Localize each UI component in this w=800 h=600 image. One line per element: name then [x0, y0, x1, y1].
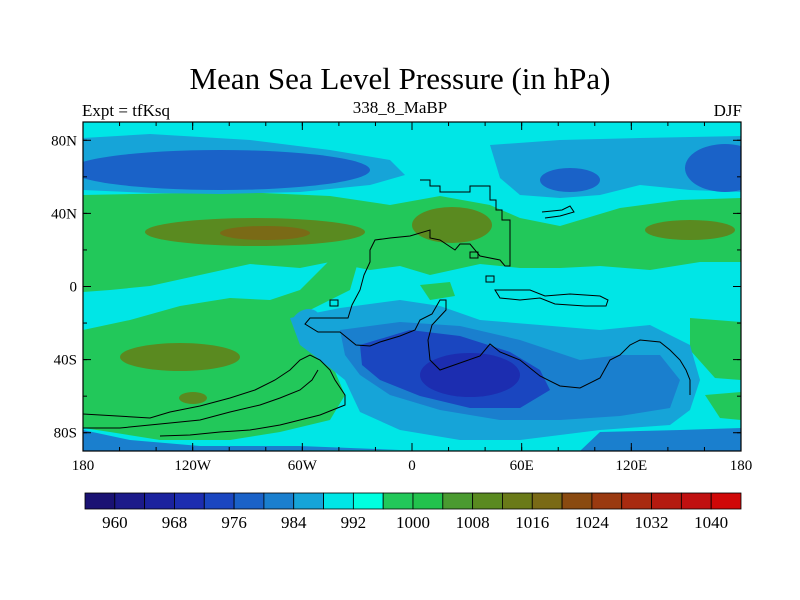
field-sh-high — [120, 343, 240, 371]
field-arctic-low — [83, 150, 370, 190]
coastline-main — [304, 179, 691, 395]
field-arctic-low-east — [540, 168, 600, 192]
colorbar-swatch — [561, 492, 593, 510]
chart-title: Mean Sea Level Pressure (in hPa) — [189, 61, 611, 96]
colorbar-swatch — [293, 492, 324, 510]
x-tick-label: 120W — [174, 458, 212, 474]
colorbar-swatch — [680, 492, 712, 510]
field-so-south-strip-east — [580, 428, 741, 451]
y-tick-label: 80N — [51, 133, 77, 149]
experiment-label: Expt = tfKsq — [82, 101, 170, 120]
center-subtitle: 338_8_MaBP — [352, 98, 448, 117]
field-arctic-low-far-east — [685, 144, 741, 192]
colorbar-label: 1016 — [515, 513, 549, 532]
field-sh-green-east — [690, 318, 741, 380]
field-nh-green-band — [83, 192, 741, 292]
field-nh-high-land — [412, 207, 492, 243]
colorbar-swatch — [621, 492, 652, 510]
coastline-sa-inner — [83, 369, 319, 429]
coastlines — [83, 179, 691, 437]
colorbar-swatch — [710, 492, 742, 510]
colorbar-swatch — [323, 492, 354, 510]
y-axis: 80N 40N 0 40S 80S — [51, 133, 741, 442]
colorbar-label: 984 — [281, 513, 307, 532]
colorbar-swatch — [591, 492, 623, 510]
x-tick-label: 60W — [288, 458, 318, 474]
colorbar-label: 1024 — [575, 513, 610, 532]
field-nh-high-core — [220, 226, 310, 240]
colorbar-swatch — [233, 492, 265, 510]
x-tick-label: 120E — [615, 458, 647, 474]
x-tick-label: 0 — [408, 458, 416, 474]
coastline-asia-east — [541, 205, 575, 219]
x-tick-label: 180 — [730, 458, 753, 474]
colorbar-label: 992 — [341, 513, 367, 532]
colorbar-swatch — [174, 492, 205, 510]
colorbar-swatch — [144, 492, 175, 510]
y-tick-label: 40N — [51, 206, 77, 222]
colorbar-label: 960 — [102, 513, 128, 532]
colorbar-label: 1000 — [396, 513, 430, 532]
coastline-island-3 — [329, 299, 339, 307]
coastline-island-1 — [469, 251, 479, 259]
field-so-core — [420, 353, 520, 397]
coastline-island-2 — [485, 275, 495, 283]
colorbar-swatch — [382, 492, 414, 510]
colorbar-swatch — [442, 492, 474, 510]
colorbar: 960 968 976 984 992 1000 1008 1016 1024 1032 1040 — [84, 492, 742, 532]
y-tick-label: 40S — [54, 353, 77, 369]
colorbar-swatch — [263, 492, 295, 510]
field-so-south-strip — [83, 430, 400, 451]
field-nh-high-east — [645, 220, 735, 240]
colorbar-swatch — [352, 492, 384, 510]
field-island-green — [420, 282, 455, 300]
coastline-sa — [83, 354, 346, 437]
colorbar-swatch — [472, 492, 503, 510]
colorbar-swatch — [531, 492, 563, 510]
colorbar-label: 1040 — [694, 513, 728, 532]
colorbar-label: 1032 — [635, 513, 669, 532]
x-tick-label: 60E — [510, 458, 534, 474]
colorbar-swatch — [412, 492, 444, 510]
colorbar-swatch — [84, 492, 116, 510]
x-tick-label: 180 — [72, 458, 95, 474]
x-axis: 180 120W 60W 0 60E 120E 180 — [72, 122, 753, 474]
field-sh-high-small — [179, 392, 207, 404]
colorbar-label: 976 — [221, 513, 247, 532]
y-tick-label: 0 — [70, 280, 78, 296]
field-sh-green-band — [83, 250, 360, 440]
field-equatorial-light — [292, 308, 322, 331]
coastline-maritime — [494, 289, 609, 307]
field-sh-green-southeast — [705, 392, 741, 420]
y-tick-label: 80S — [54, 426, 77, 442]
colorbar-label: 968 — [162, 513, 188, 532]
colorbar-swatch — [502, 492, 533, 510]
season-label: DJF — [713, 101, 742, 120]
colorbar-swatch — [651, 492, 682, 510]
colorbar-label: 1008 — [456, 513, 490, 532]
pressure-field — [83, 122, 741, 451]
colorbar-swatch — [114, 492, 146, 510]
colorbar-swatch — [203, 492, 235, 510]
